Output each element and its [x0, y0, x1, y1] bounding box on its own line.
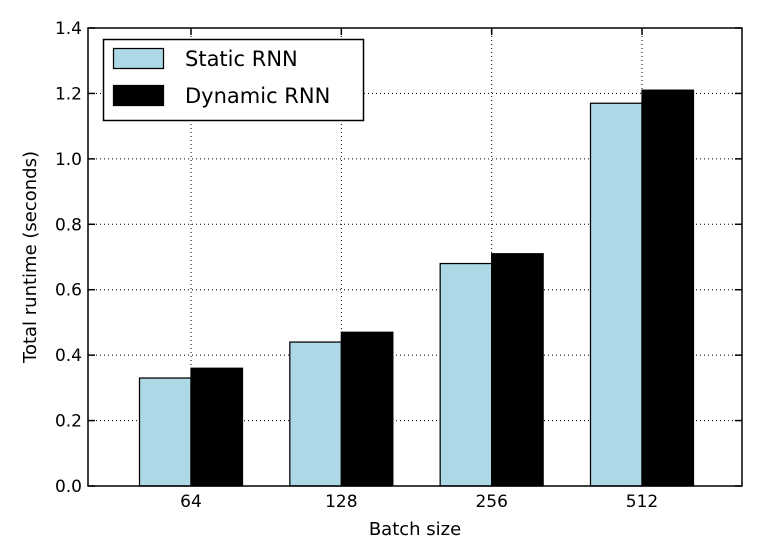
y-tick-label: 1.0: [55, 150, 82, 170]
bar-dynamic-rnn-128: [340, 331, 394, 487]
bar-dynamic-rnn-256: [491, 253, 544, 487]
y-tick-label: 1.2: [55, 84, 82, 104]
plot-frame: [87, 27, 743, 487]
bar-dynamic-rnn-512: [641, 89, 695, 487]
legend-swatch-dynamic-rnn: [112, 84, 165, 107]
x-tick-label: 64: [180, 492, 202, 512]
y-tick-label: 1.4: [55, 19, 82, 39]
bar-static-rnn-256: [439, 262, 493, 487]
y-tick-label: 0.4: [55, 346, 82, 366]
y-tick-label: 0.6: [55, 281, 82, 301]
x-tick-label: 256: [475, 492, 507, 512]
bar-static-rnn-512: [589, 102, 643, 487]
x-tick-label: 512: [626, 492, 658, 512]
y-tick-label: 0.8: [55, 215, 82, 235]
x-axis-label: Batch size: [369, 519, 461, 540]
y-tick-label: 0.0: [55, 477, 82, 497]
bar-dynamic-rnn-64: [190, 367, 244, 487]
bar-static-rnn-128: [289, 341, 342, 487]
y-tick-label: 0.2: [55, 412, 82, 432]
legend: Static RNN Dynamic RNN: [102, 38, 365, 122]
legend-label-dynamic-rnn: Dynamic RNN: [185, 84, 330, 108]
x-tick-label: 128: [325, 492, 357, 512]
y-axis-label: Total runtime (seconds): [20, 151, 41, 364]
bars: [138, 89, 695, 487]
legend-label-static-rnn: Static RNN: [185, 47, 298, 71]
bar-static-rnn-64: [138, 377, 192, 487]
tick-labels: 0.0 0.2 0.4 0.6 0.8 1.0 1.2 1.4 64 128 256 512: [55, 19, 658, 512]
legend-swatch-static-rnn: [112, 47, 165, 70]
